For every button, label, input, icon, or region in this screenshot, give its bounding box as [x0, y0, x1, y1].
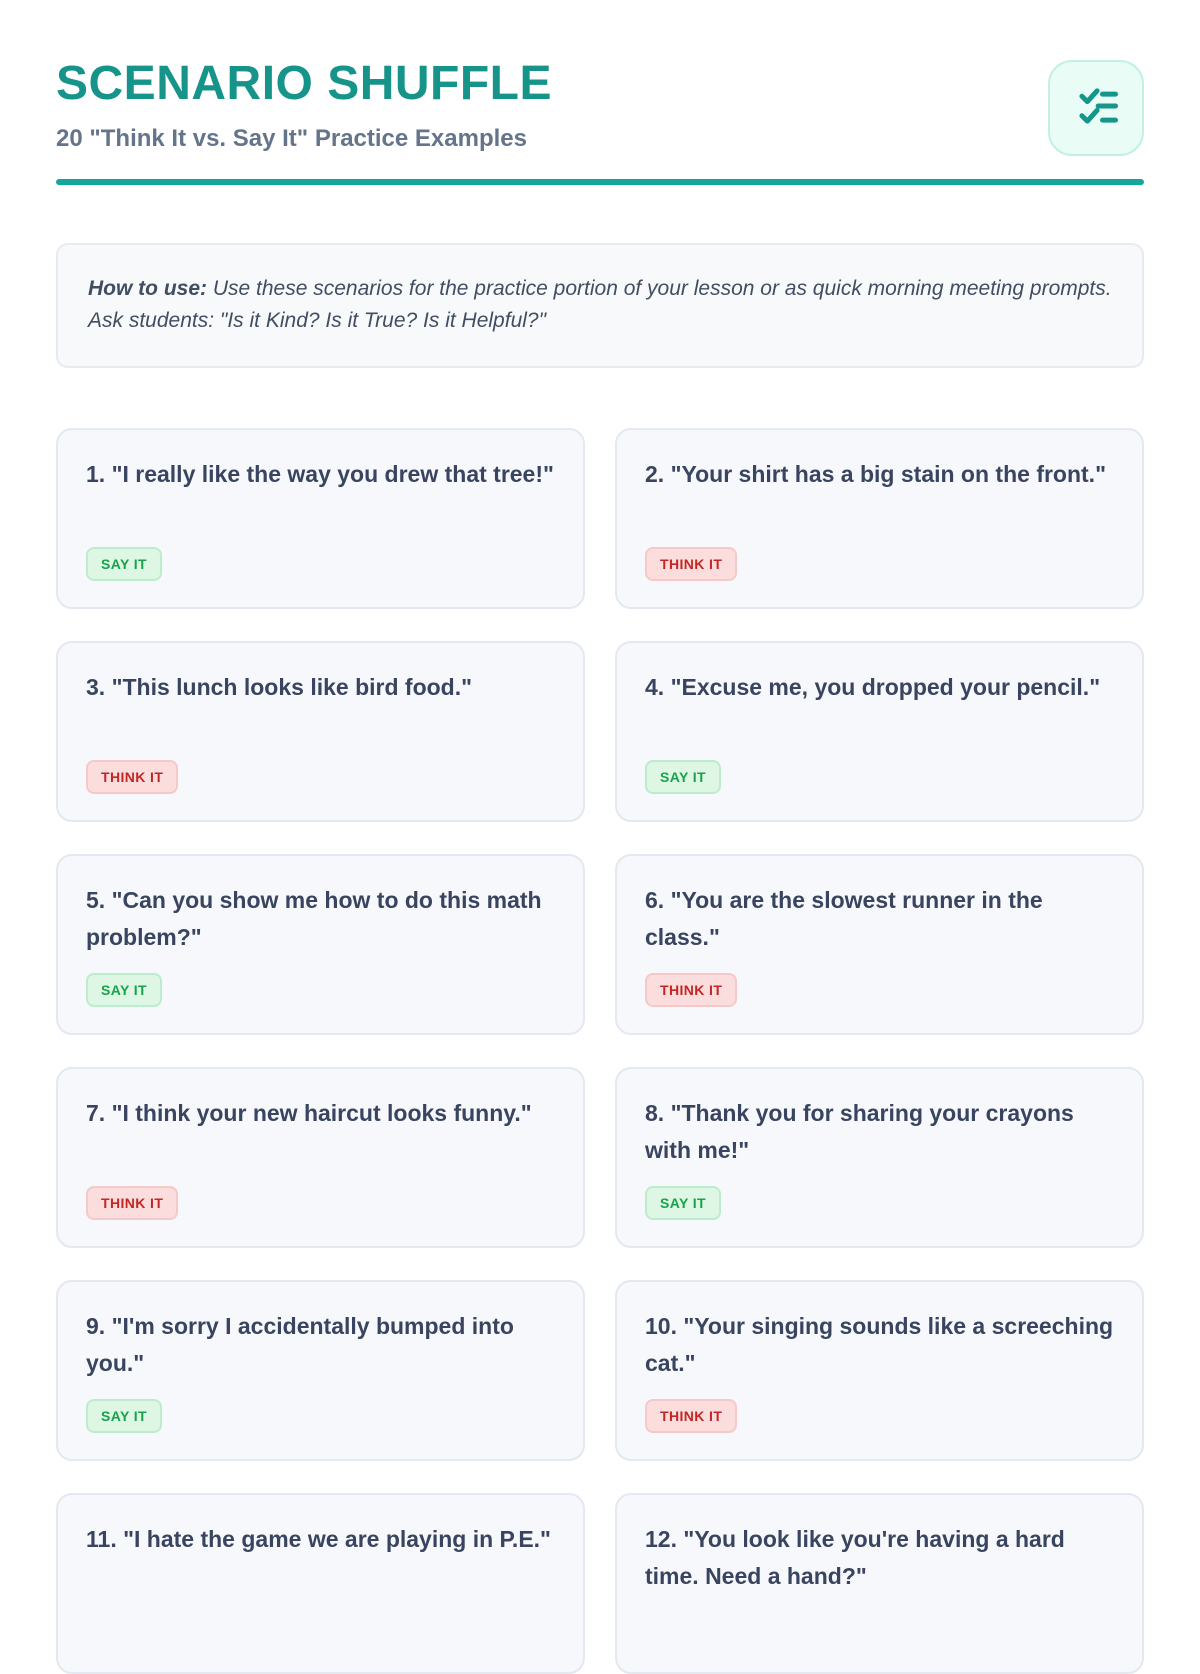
scenario-text: 4. "Excuse me, you dropped your pencil." — [645, 673, 1101, 700]
scenario-badge: THINK IT — [86, 1185, 179, 1220]
scenario-text: 11. "I hate the game we are playing in P… — [86, 1525, 551, 1552]
scenario-card: 5. "Can you show me how to do this math … — [56, 853, 585, 1035]
card-grid: 1. "I really like the way you drew that … — [56, 427, 1144, 1674]
scenario-badge: SAY IT — [86, 1398, 162, 1433]
scenario-badge: THINK IT — [645, 972, 738, 1007]
page-title: SCENARIO SHUFFLE — [56, 57, 553, 110]
scenario-text: 1. "I really like the way you drew that … — [86, 460, 554, 487]
header-icon-box — [1048, 60, 1144, 156]
scenario-card: 8. "Thank you for sharing your crayons w… — [615, 1066, 1144, 1248]
scenario-badge: THINK IT — [645, 1398, 738, 1433]
scenario-badge: SAY IT — [86, 546, 162, 581]
scenario-card: 7. "I think your new haircut looks funny… — [56, 1066, 585, 1248]
scenario-card: 2. "Your shirt has a big stain on the fr… — [615, 427, 1144, 609]
checklist-icon — [1070, 80, 1122, 137]
scenario-text: 12. "You look like you're having a hard … — [645, 1525, 1065, 1589]
header: SCENARIO SHUFFLE 20 "Think It vs. Say It… — [56, 57, 1144, 185]
scenario-text: 5. "Can you show me how to do this math … — [86, 886, 542, 950]
scenario-card: 11. "I hate the game we are playing in P… — [56, 1492, 585, 1674]
scenario-card: 3. "This lunch looks like bird food." TH… — [56, 640, 585, 822]
page-subtitle: 20 "Think It vs. Say It" Practice Exampl… — [56, 124, 527, 152]
scenario-badge: SAY IT — [645, 759, 721, 794]
scenario-card: 12. "You look like you're having a hard … — [615, 1492, 1144, 1674]
howto-label: How to use: — [88, 276, 207, 300]
scenario-badge: SAY IT — [86, 972, 162, 1007]
scenario-card: 4. "Excuse me, you dropped your pencil."… — [615, 640, 1144, 822]
scenario-text: 10. "Your singing sounds like a screechi… — [645, 1312, 1114, 1376]
scenario-text: 9. "I'm sorry I accidentally bumped into… — [86, 1312, 514, 1376]
header-divider — [56, 178, 1144, 185]
howto-box: How to use: Use these scenarios for the … — [56, 242, 1144, 368]
scenario-badge: SAY IT — [645, 1185, 721, 1220]
scenario-card: 9. "I'm sorry I accidentally bumped into… — [56, 1279, 585, 1461]
scenario-text: 7. "I think your new haircut looks funny… — [86, 1099, 532, 1126]
scenario-badge: THINK IT — [86, 759, 179, 794]
scenario-card: 10. "Your singing sounds like a screechi… — [615, 1279, 1144, 1461]
scenario-card: 6. "You are the slowest runner in the cl… — [615, 853, 1144, 1035]
scenario-text: 2. "Your shirt has a big stain on the fr… — [645, 460, 1106, 487]
scenario-badge: THINK IT — [645, 546, 738, 581]
scenario-text: 3. "This lunch looks like bird food." — [86, 673, 473, 700]
howto-text: Use these scenarios for the practice por… — [88, 276, 1112, 333]
scenario-card: 1. "I really like the way you drew that … — [56, 427, 585, 609]
scenario-text: 8. "Thank you for sharing your crayons w… — [645, 1099, 1074, 1163]
scenario-text: 6. "You are the slowest runner in the cl… — [645, 886, 1043, 950]
